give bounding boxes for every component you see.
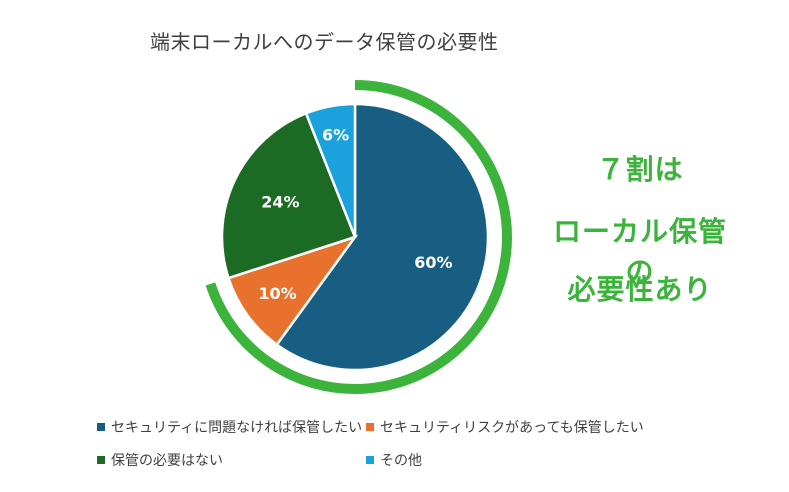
legend-item: 保管の必要はない (97, 450, 223, 470)
legend-label: セキュリティリスクがあっても保管したい (380, 420, 644, 436)
slice-label: 24% (261, 192, 299, 211)
pie-slices (220, 102, 490, 372)
slice-label: 60% (414, 253, 452, 272)
legend-item: セキュリティリスクがあっても保管したい (366, 417, 644, 437)
legend-item: セキュリティに問題なければ保管したい (97, 417, 362, 437)
slice-label: 10% (258, 284, 296, 303)
pie-slice (304, 102, 357, 238)
legend-label: 保管の必要はない (111, 453, 223, 469)
legend-item: その他 (366, 450, 422, 470)
pie-chart: 60% 10% 24% 6% (205, 80, 512, 394)
legend-label: セキュリティに問題なければ保管したい (111, 420, 363, 436)
callout-line-2: ローカル保管の (552, 215, 727, 288)
legend-swatch (97, 423, 105, 431)
legend-swatch (366, 423, 374, 431)
slice-label: 6% (322, 126, 349, 145)
pie-slice (226, 234, 359, 347)
legend-swatch (97, 456, 105, 464)
pie-slice (275, 102, 490, 372)
highlight-arc (205, 80, 512, 394)
pie-labels: 60% 10% 24% 6% (258, 126, 452, 303)
chart-title: 端末ローカルへのデータ保管の必要性 (150, 30, 499, 54)
callout-line-1: ７割は (596, 153, 684, 186)
callout-line-3: 必要性あり (567, 273, 713, 306)
legend-swatch (366, 456, 374, 464)
legend-label: その他 (380, 453, 422, 469)
